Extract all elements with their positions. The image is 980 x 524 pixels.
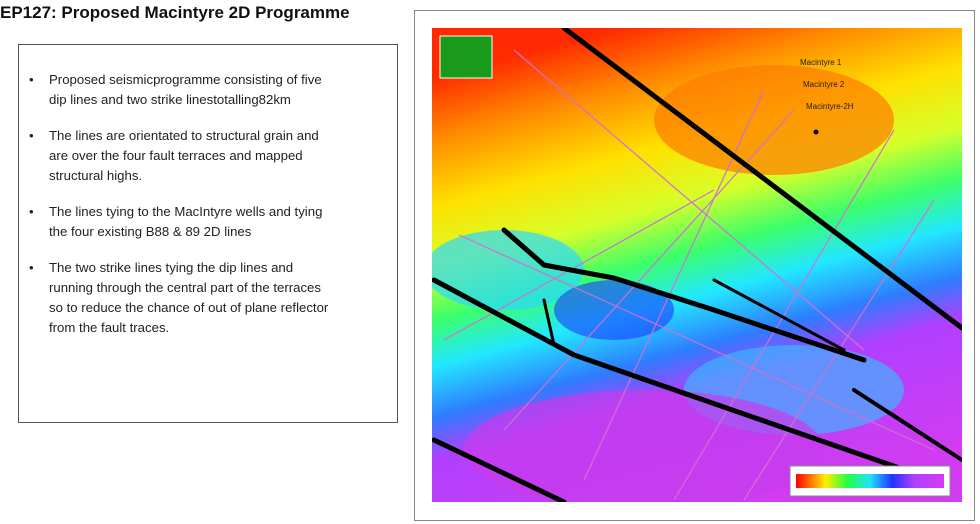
well-label: Macintyre 2 xyxy=(803,80,845,89)
bullet-line: the four existing B88 & 89 2D lines xyxy=(49,224,252,239)
bullet-line: Proposed seismicprogramme consisting of … xyxy=(49,72,322,87)
bullet-line: from the fault traces. xyxy=(49,320,170,335)
bullet: The two strike lines tying the dip lines… xyxy=(19,258,397,338)
bullet-line: are over the four fault terraces and map… xyxy=(49,148,303,163)
well-label: Macintyre-2H xyxy=(806,102,854,111)
text-box: Proposed seismicprogramme consisting of … xyxy=(18,44,398,423)
map: Macintyre 1 Macintyre 2 Macintyre-2H xyxy=(414,10,975,521)
bullet-line: so to reduce the chance of out of plane … xyxy=(49,300,329,315)
bullet-line: dip lines and two strike linestotalling8… xyxy=(49,92,291,107)
bullet-line: structural highs. xyxy=(49,168,143,183)
well-label: Macintyre 1 xyxy=(800,58,842,67)
bullet-line: The lines tying to the MacIntyre wells a… xyxy=(49,204,323,219)
slide-title: EP127: Proposed Macintyre 2D Programme xyxy=(0,3,350,22)
bullet: The lines are orientated to structural g… xyxy=(19,126,397,186)
bullet-line: The two strike lines tying the dip lines… xyxy=(49,260,294,275)
bullet-list: Proposed seismicprogramme consisting of … xyxy=(19,45,397,338)
bullet-line: running through the central part of the … xyxy=(49,280,321,295)
bullet: Proposed seismicprogramme consisting of … xyxy=(19,70,397,110)
bullet-line: The lines are orientated to structural g… xyxy=(49,128,319,143)
bullet: The lines tying to the MacIntyre wells a… xyxy=(19,202,397,242)
